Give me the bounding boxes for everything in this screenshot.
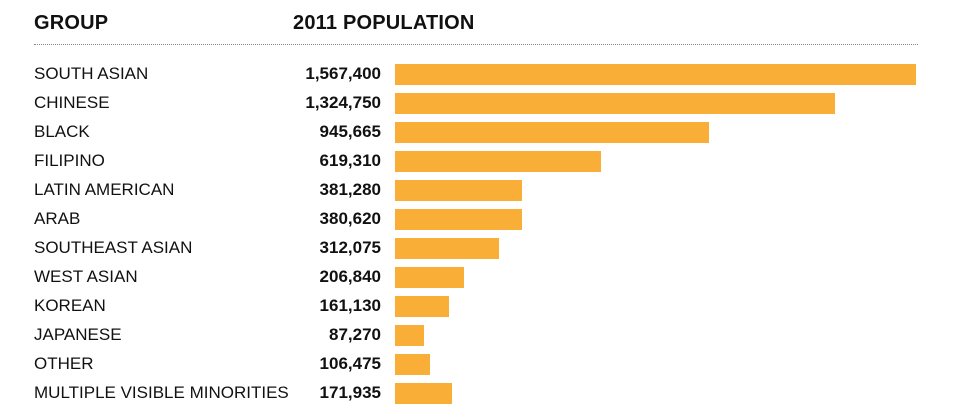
chart-row: WEST ASIAN 206,840 xyxy=(0,263,960,292)
value-label: 106,475 xyxy=(319,354,381,373)
value-label: 619,310 xyxy=(319,151,381,170)
bar xyxy=(395,209,522,230)
chart-row: OTHER 106,475 xyxy=(0,350,960,379)
value-label: 381,280 xyxy=(319,180,381,199)
category-label: SOUTH ASIAN xyxy=(34,64,149,83)
chart-row: LATIN AMERICAN 381,280 xyxy=(0,176,960,205)
header-divider xyxy=(34,44,918,45)
value-label: 380,620 xyxy=(319,209,381,228)
category-label: BLACK xyxy=(34,122,90,141)
category-label: FILIPINO xyxy=(34,151,105,170)
chart-row: CHINESE 1,324,750 xyxy=(0,89,960,118)
bar xyxy=(395,296,449,317)
bar xyxy=(395,151,601,172)
value-label: 171,935 xyxy=(319,383,381,402)
bar xyxy=(395,383,452,404)
chart-row: JAPANESE 87,270 xyxy=(0,321,960,350)
value-label: 1,567,400 xyxy=(305,64,381,83)
bar xyxy=(395,180,522,201)
bar xyxy=(395,325,424,346)
chart-row: FILIPINO 619,310 xyxy=(0,147,960,176)
value-label: 161,130 xyxy=(319,296,381,315)
chart-row: SOUTH ASIAN 1,567,400 xyxy=(0,60,960,89)
chart-row: MULTIPLE VISIBLE MINORITIES 171,935 xyxy=(0,379,960,408)
value-label: 1,324,750 xyxy=(305,93,381,112)
category-label: OTHER xyxy=(34,354,94,373)
bar xyxy=(395,93,835,114)
value-label: 206,840 xyxy=(319,267,381,286)
bar xyxy=(395,354,430,375)
bar xyxy=(395,122,709,143)
bar xyxy=(395,238,499,259)
group-column-header: GROUP xyxy=(34,12,109,34)
bar xyxy=(395,64,916,85)
category-label: CHINESE xyxy=(34,93,110,112)
category-label: MULTIPLE VISIBLE MINORITIES xyxy=(34,383,289,402)
chart-row: BLACK 945,665 xyxy=(0,118,960,147)
category-label: WEST ASIAN xyxy=(34,267,138,286)
category-label: LATIN AMERICAN xyxy=(34,180,175,199)
bar-chart: SOUTH ASIAN 1,567,400 CHINESE 1,324,750 BLAC… xyxy=(0,60,960,408)
chart-row: KOREAN 161,130 xyxy=(0,292,960,321)
category-label: ARAB xyxy=(34,209,81,228)
category-label: SOUTHEAST ASIAN xyxy=(34,238,193,257)
value-label: 87,270 xyxy=(329,325,381,344)
category-label: JAPANESE xyxy=(34,325,122,344)
bar xyxy=(395,267,464,288)
value-label: 312,075 xyxy=(319,238,381,257)
chart-row: SOUTHEAST ASIAN 312,075 xyxy=(0,234,960,263)
table-header: GROUP 2011 POPULATION xyxy=(0,12,960,38)
category-label: KOREAN xyxy=(34,296,106,315)
population-column-header: 2011 POPULATION xyxy=(293,12,475,34)
chart-row: ARAB 380,620 xyxy=(0,205,960,234)
value-label: 945,665 xyxy=(319,122,381,141)
